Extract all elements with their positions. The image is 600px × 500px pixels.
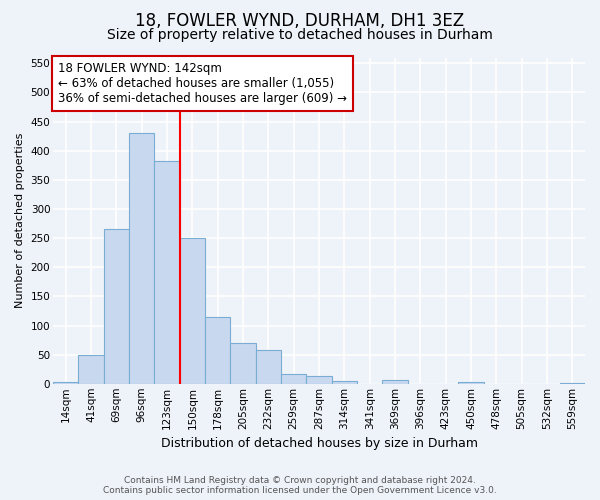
Bar: [458, 382, 484, 384]
Bar: [129, 133, 154, 384]
Text: 18 FOWLER WYND: 142sqm
← 63% of detached houses are smaller (1,055)
36% of semi-: 18 FOWLER WYND: 142sqm ← 63% of detached…: [58, 62, 347, 106]
Bar: [332, 381, 357, 384]
Bar: [53, 382, 79, 384]
Bar: [104, 230, 129, 384]
Bar: [281, 374, 307, 384]
X-axis label: Distribution of detached houses by size in Durham: Distribution of detached houses by size …: [161, 437, 478, 450]
Bar: [154, 160, 180, 384]
Y-axis label: Number of detached properties: Number of detached properties: [15, 133, 25, 308]
Bar: [382, 380, 407, 384]
Bar: [560, 382, 585, 384]
Bar: [205, 317, 230, 384]
Bar: [79, 354, 104, 384]
Bar: [307, 376, 332, 384]
Text: Size of property relative to detached houses in Durham: Size of property relative to detached ho…: [107, 28, 493, 42]
Bar: [180, 238, 205, 384]
Text: 18, FOWLER WYND, DURHAM, DH1 3EZ: 18, FOWLER WYND, DURHAM, DH1 3EZ: [136, 12, 464, 30]
Bar: [230, 343, 256, 384]
Bar: [256, 350, 281, 384]
Text: Contains HM Land Registry data © Crown copyright and database right 2024.
Contai: Contains HM Land Registry data © Crown c…: [103, 476, 497, 495]
